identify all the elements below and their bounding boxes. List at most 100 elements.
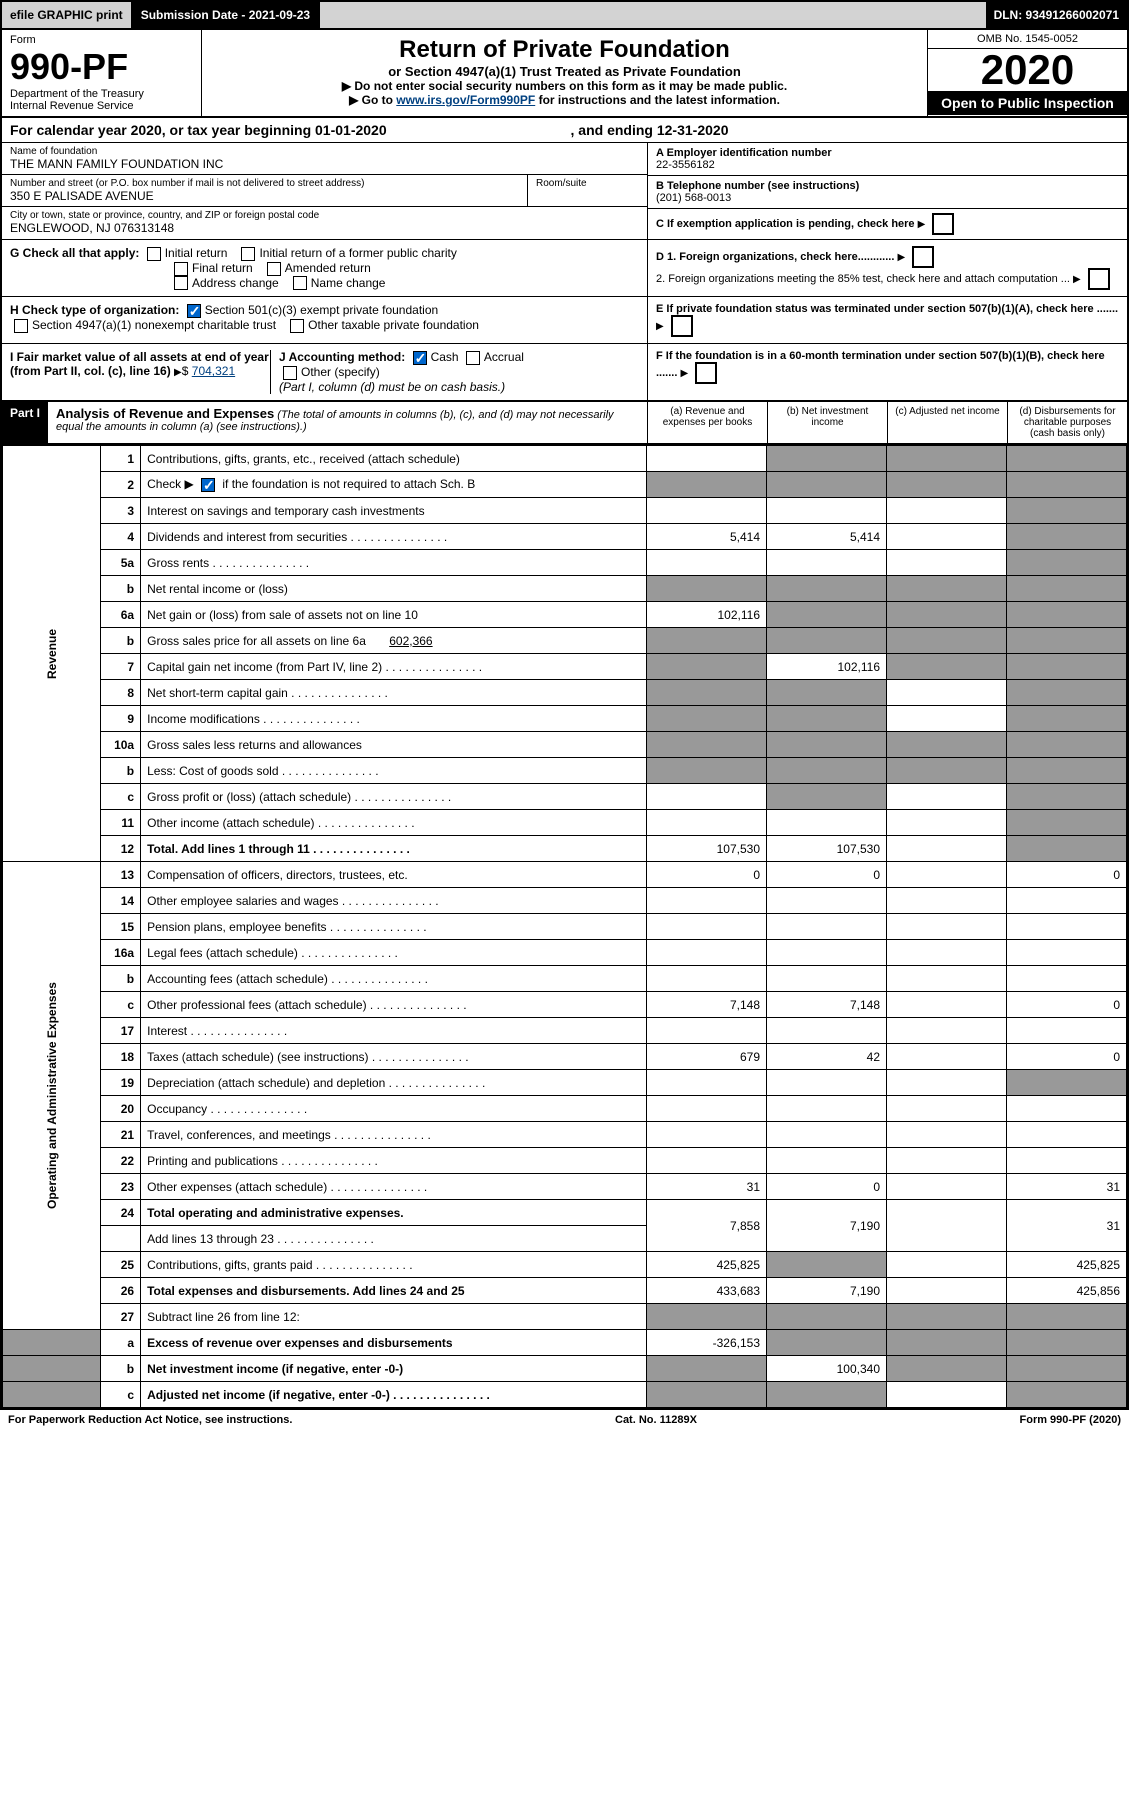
amt-b: 7,148 [767, 992, 887, 1018]
line-num: 19 [101, 1070, 141, 1096]
initial-checkbox[interactable] [147, 247, 161, 261]
line-num: 1 [101, 446, 141, 472]
r6b-val: 602,366 [389, 634, 432, 648]
ident-left: Name of foundation THE MANN FAMILY FOUND… [2, 143, 647, 239]
f-label: F If the foundation is in a 60-month ter… [656, 350, 1105, 379]
amt-b [767, 576, 887, 602]
r2-post: if the foundation is not required to att… [222, 477, 475, 491]
other-spec-checkbox[interactable] [283, 366, 297, 380]
d1-checkbox[interactable] [912, 246, 934, 268]
amt-b: 5,414 [767, 524, 887, 550]
amt-b [767, 1070, 887, 1096]
h-left: H Check type of organization: Section 50… [2, 297, 647, 343]
amt-d: 31 [1007, 1200, 1127, 1252]
part1-left: Part I Analysis of Revenue and Expenses … [2, 402, 647, 443]
amt-a: 433,683 [647, 1278, 767, 1304]
e-checkbox[interactable] [671, 315, 693, 337]
amt-b [767, 550, 887, 576]
amt-b [767, 1122, 887, 1148]
amt-a: 7,858 [647, 1200, 767, 1252]
amt-d [1007, 550, 1127, 576]
amt-a [647, 1304, 767, 1330]
accrual-checkbox[interactable] [466, 351, 480, 365]
amt-c [887, 576, 1007, 602]
cash-checkbox[interactable] [413, 351, 427, 365]
f-checkbox[interactable] [695, 362, 717, 384]
i-block: I Fair market value of all assets at end… [10, 350, 270, 394]
name-checkbox[interactable] [293, 276, 307, 290]
amt-d [1007, 1330, 1127, 1356]
line-num: 11 [101, 810, 141, 836]
amt-d [1007, 940, 1127, 966]
street-block: Number and street (or P.O. box number if… [2, 175, 527, 206]
amt-d [1007, 836, 1127, 862]
d-block: D 1. Foreign organizations, check here..… [647, 240, 1127, 296]
amended: Amended return [285, 261, 371, 275]
table-row: 20Occupancy [3, 1096, 1127, 1122]
form-link[interactable]: www.irs.gov/Form990PF [396, 93, 535, 107]
line-num: 4 [101, 524, 141, 550]
c-checkbox[interactable] [932, 213, 954, 235]
amt-d: 425,825 [1007, 1252, 1127, 1278]
other-checkbox[interactable] [290, 319, 304, 333]
initial-former-checkbox[interactable] [241, 247, 255, 261]
table-row: 26Total expenses and disbursements. Add … [3, 1278, 1127, 1304]
s501-checkbox[interactable] [187, 304, 201, 318]
amt-c [887, 550, 1007, 576]
amt-c [887, 1356, 1007, 1382]
line-desc: Less: Cost of goods sold [141, 758, 647, 784]
line-desc: Other expenses (attach schedule) [141, 1174, 647, 1200]
line-desc: Depreciation (attach schedule) and deple… [141, 1070, 647, 1096]
amt-a [647, 446, 767, 472]
d2-checkbox[interactable] [1088, 268, 1110, 290]
address: Address change [192, 276, 279, 290]
amt-d [1007, 1122, 1127, 1148]
table-row: 21Travel, conferences, and meetings [3, 1122, 1127, 1148]
amt-d: 425,856 [1007, 1278, 1127, 1304]
schb-checkbox[interactable] [201, 478, 215, 492]
header-right: OMB No. 1545-0052 2020 Open to Public In… [927, 30, 1127, 116]
amt-b [767, 472, 887, 498]
line-desc: Occupancy [141, 1096, 647, 1122]
amt-d [1007, 524, 1127, 550]
arrow-icon [656, 320, 664, 332]
line-desc: Total. Add lines 1 through 11 [141, 836, 647, 862]
s4947-checkbox[interactable] [14, 319, 28, 333]
line-desc: Other income (attach schedule) [141, 810, 647, 836]
final-checkbox[interactable] [174, 262, 188, 276]
amt-b [767, 1330, 887, 1356]
part1-header-row: Part I Analysis of Revenue and Expenses … [2, 402, 1127, 445]
arrow-icon [897, 251, 905, 263]
final: Final return [192, 261, 253, 275]
amt-d [1007, 654, 1127, 680]
amt-d [1007, 1148, 1127, 1174]
submission-date: Submission Date - 2021-09-23 [133, 2, 320, 28]
amt-b [767, 914, 887, 940]
c-label: C If exemption application is pending, c… [656, 218, 915, 230]
amt-d [1007, 1304, 1127, 1330]
line-desc: Excess of revenue over expenses and disb… [141, 1330, 647, 1356]
fmv-value[interactable]: 704,321 [192, 364, 235, 378]
amt-c [887, 888, 1007, 914]
col-d: (d) Disbursements for charitable purpose… [1007, 402, 1127, 443]
part1-cols: (a) Revenue and expenses per books (b) N… [647, 402, 1127, 443]
amt-b: 0 [767, 862, 887, 888]
amt-c [887, 446, 1007, 472]
table-row: 19Depreciation (attach schedule) and dep… [3, 1070, 1127, 1096]
table-row: 14Other employee salaries and wages [3, 888, 1127, 914]
amt-a: 5,414 [647, 524, 767, 550]
amt-d [1007, 966, 1127, 992]
open-inspection: Open to Public Inspection [928, 91, 1127, 115]
amt-a: 102,116 [647, 602, 767, 628]
amt-c [887, 1330, 1007, 1356]
line-num: b [101, 576, 141, 602]
year: 2020 [928, 49, 1127, 91]
j-label: J Accounting method: [279, 350, 405, 364]
address-checkbox[interactable] [174, 276, 188, 290]
table-row: 2 Check ▶ if the foundation is not requi… [3, 472, 1127, 498]
amt-c [887, 992, 1007, 1018]
h-label: H Check type of organization: [10, 303, 179, 317]
amended-checkbox[interactable] [267, 262, 281, 276]
amt-a [647, 1356, 767, 1382]
line-num: 7 [101, 654, 141, 680]
